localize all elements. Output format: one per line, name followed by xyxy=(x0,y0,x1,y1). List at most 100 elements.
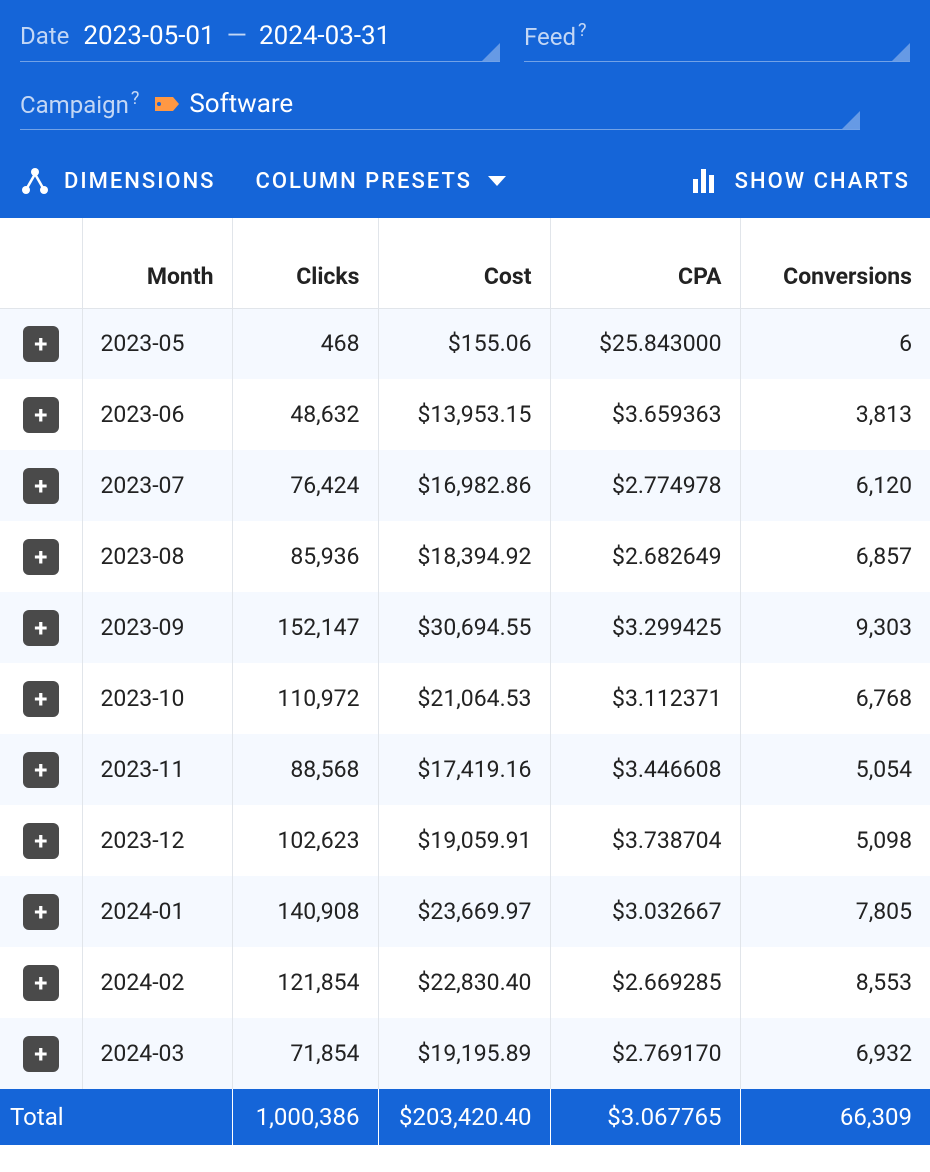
toolbar: DIMENSIONS COLUMN PRESETS SHOW CHARTS xyxy=(20,148,910,218)
cell-month: 2023-11 xyxy=(82,734,232,805)
date-filter[interactable]: Date 2023-05-01 — 2024-03-31 xyxy=(20,12,500,62)
expand-button[interactable]: + xyxy=(23,681,59,717)
column-header-clicks[interactable]: Clicks xyxy=(232,218,378,308)
campaign-tag-text: Software xyxy=(189,89,293,119)
cell-conversions: 3,813 xyxy=(740,379,930,450)
cell-cpa: $2.774978 xyxy=(550,450,740,521)
cell-cpa: $3.659363 xyxy=(550,379,740,450)
dropdown-indicator-icon xyxy=(482,43,500,61)
column-header-conversions[interactable]: Conversions xyxy=(740,218,930,308)
expand-button[interactable]: + xyxy=(23,539,59,575)
column-presets-label: COLUMN PRESETS xyxy=(256,169,472,194)
cell-month: 2023-05 xyxy=(82,308,232,379)
campaign-label: Campaign? xyxy=(20,88,139,119)
campaign-filter[interactable]: Campaign? Software xyxy=(20,80,860,130)
expand-cell: + xyxy=(0,805,82,876)
table-row: +2023-05468$155.06$25.8430006 xyxy=(0,308,930,379)
expand-button[interactable]: + xyxy=(23,823,59,859)
cell-cpa: $2.769170 xyxy=(550,1018,740,1089)
date-label: Date xyxy=(20,22,69,50)
table-row: +2024-01140,908$23,669.97$3.0326677,805 xyxy=(0,876,930,947)
help-icon[interactable]: ? xyxy=(131,88,140,109)
cell-conversions: 6,768 xyxy=(740,663,930,734)
feed-filter[interactable]: Feed? xyxy=(524,12,910,62)
table-row: +2024-0371,854$19,195.89$2.7691706,932 xyxy=(0,1018,930,1089)
cell-cost: $19,059.91 xyxy=(378,805,550,876)
cell-cost: $16,982.86 xyxy=(378,450,550,521)
column-header-cost[interactable]: Cost xyxy=(378,218,550,308)
dimensions-button[interactable]: DIMENSIONS xyxy=(20,166,216,196)
cell-clicks: 140,908 xyxy=(232,876,378,947)
column-header-expand xyxy=(0,218,82,308)
cell-clicks: 110,972 xyxy=(232,663,378,734)
cell-month: 2024-02 xyxy=(82,947,232,1018)
expand-button[interactable]: + xyxy=(23,610,59,646)
cell-cpa: $3.446608 xyxy=(550,734,740,805)
column-header-month[interactable]: Month xyxy=(82,218,232,308)
expand-button[interactable]: + xyxy=(23,965,59,1001)
show-charts-button[interactable]: SHOW CHARTS xyxy=(691,167,910,195)
cell-cost: $17,419.16 xyxy=(378,734,550,805)
cell-month: 2024-03 xyxy=(82,1018,232,1089)
cell-conversions: 6 xyxy=(740,308,930,379)
campaign-value: Software xyxy=(153,89,293,119)
filter-header: Date 2023-05-01 — 2024-03-31 Feed? Campa… xyxy=(0,0,930,218)
cell-cost: $19,195.89 xyxy=(378,1018,550,1089)
cell-conversions: 9,303 xyxy=(740,592,930,663)
cell-cost: $21,064.53 xyxy=(378,663,550,734)
column-header-cpa[interactable]: CPA xyxy=(550,218,740,308)
cell-conversions: 5,054 xyxy=(740,734,930,805)
cell-conversions: 6,932 xyxy=(740,1018,930,1089)
expand-cell: + xyxy=(0,592,82,663)
show-charts-label: SHOW CHARTS xyxy=(735,169,910,194)
cell-cpa: $2.682649 xyxy=(550,521,740,592)
cell-conversions: 6,120 xyxy=(740,450,930,521)
dimensions-label: DIMENSIONS xyxy=(64,169,216,194)
table-row: +2023-0776,424$16,982.86$2.7749786,120 xyxy=(0,450,930,521)
cell-month: 2023-10 xyxy=(82,663,232,734)
total-clicks: 1,000,386 xyxy=(232,1089,378,1145)
dropdown-indicator-icon xyxy=(842,111,860,129)
cell-clicks: 71,854 xyxy=(232,1018,378,1089)
cell-month: 2023-06 xyxy=(82,379,232,450)
cell-cost: $23,669.97 xyxy=(378,876,550,947)
cell-cost: $13,953.15 xyxy=(378,379,550,450)
dropdown-indicator-icon xyxy=(892,43,910,61)
expand-button[interactable]: + xyxy=(23,894,59,930)
cell-conversions: 6,857 xyxy=(740,521,930,592)
dimensions-icon xyxy=(20,166,50,196)
date-to: 2024-03-31 xyxy=(259,21,390,51)
table-row: +2023-09152,147$30,694.55$3.2994259,303 xyxy=(0,592,930,663)
expand-button[interactable]: + xyxy=(23,326,59,362)
expand-cell: + xyxy=(0,1018,82,1089)
expand-button[interactable]: + xyxy=(23,1036,59,1072)
table-row: +2023-12102,623$19,059.91$3.7387045,098 xyxy=(0,805,930,876)
cell-conversions: 5,098 xyxy=(740,805,930,876)
expand-button[interactable]: + xyxy=(23,752,59,788)
cell-cpa: $25.843000 xyxy=(550,308,740,379)
cell-clicks: 468 xyxy=(232,308,378,379)
expand-cell: + xyxy=(0,308,82,379)
cell-cpa: $3.738704 xyxy=(550,805,740,876)
expand-button[interactable]: + xyxy=(23,397,59,433)
expand-button[interactable]: + xyxy=(23,468,59,504)
help-icon[interactable]: ? xyxy=(578,20,587,41)
cell-cost: $18,394.92 xyxy=(378,521,550,592)
cell-cost: $30,694.55 xyxy=(378,592,550,663)
cell-cpa: $2.669285 xyxy=(550,947,740,1018)
bar-chart-icon xyxy=(691,167,721,195)
cell-month: 2023-09 xyxy=(82,592,232,663)
expand-cell: + xyxy=(0,450,82,521)
table-total-row: Total 1,000,386 $203,420.40 $3.067765 66… xyxy=(0,1089,930,1145)
column-presets-button[interactable]: COLUMN PRESETS xyxy=(256,169,506,194)
cell-month: 2024-01 xyxy=(82,876,232,947)
feed-label: Feed? xyxy=(524,20,587,51)
chevron-down-icon xyxy=(488,176,506,186)
cell-clicks: 88,568 xyxy=(232,734,378,805)
cell-clicks: 48,632 xyxy=(232,379,378,450)
cell-month: 2023-07 xyxy=(82,450,232,521)
total-conversions: 66,309 xyxy=(740,1089,930,1145)
table-row: +2024-02121,854$22,830.40$2.6692858,553 xyxy=(0,947,930,1018)
expand-cell: + xyxy=(0,379,82,450)
cell-clicks: 85,936 xyxy=(232,521,378,592)
